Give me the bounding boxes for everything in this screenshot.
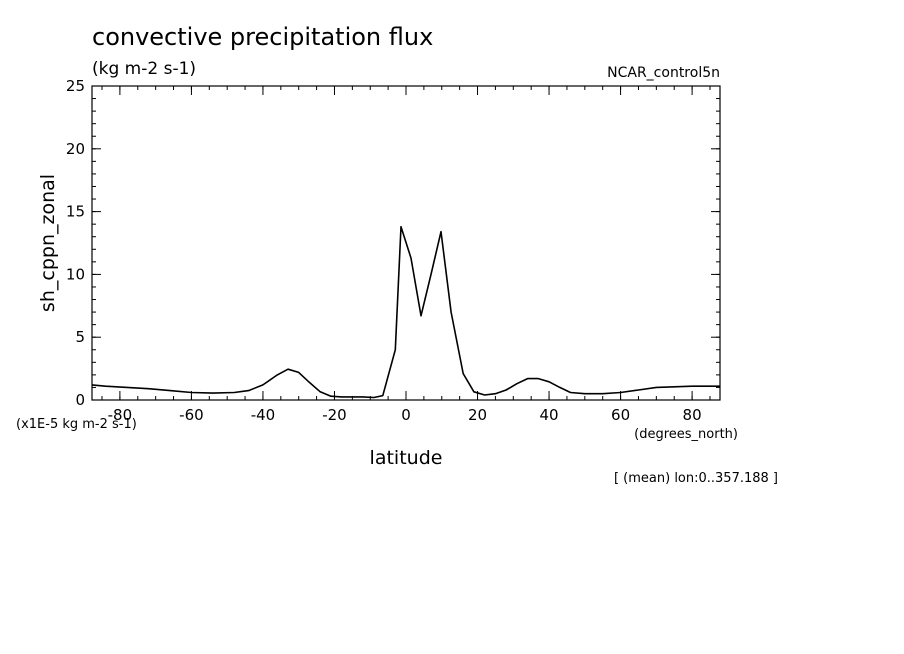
- plot-frame: [91, 85, 721, 401]
- chart-title: convective precipitation flux: [92, 23, 433, 51]
- x-tick-label: -20: [322, 406, 347, 424]
- y-scale-note: (x1E-5 kg m-2 s-1): [16, 417, 137, 432]
- x-tick-label: 40: [540, 406, 559, 424]
- x-tick-label: 80: [683, 406, 702, 424]
- x-tick-label: -60: [179, 406, 204, 424]
- x-tick-label: -80: [108, 406, 133, 424]
- y-tick-label: 5: [75, 328, 85, 346]
- footnote: [ (mean) lon:0..357.188 ]: [614, 471, 778, 486]
- x-units-label: (degrees_north): [634, 427, 738, 442]
- y-tick-label: 25: [66, 77, 85, 95]
- x-axis-label: latitude: [370, 447, 443, 469]
- y-tick-label: 15: [66, 203, 85, 221]
- data-line: [91, 225, 720, 399]
- chart-units: (kg m-2 s-1): [92, 59, 196, 79]
- y-axis-label: sh_cppn_zonal: [37, 174, 59, 312]
- y-tick-label: 0: [75, 391, 85, 409]
- x-tick-label: 0: [401, 406, 411, 424]
- x-tick-label: -40: [251, 406, 276, 424]
- y-tick-label: 20: [66, 140, 85, 158]
- dataset-label: NCAR_control5n: [607, 65, 720, 81]
- tick-labels: -80 -60 -40 -20 0 20 40 60 80 0 5 10 15 20 25: [66, 77, 702, 424]
- x-tick-label: 20: [468, 406, 487, 424]
- x-tick-label: 60: [611, 406, 630, 424]
- y-tick-label: 10: [66, 265, 85, 283]
